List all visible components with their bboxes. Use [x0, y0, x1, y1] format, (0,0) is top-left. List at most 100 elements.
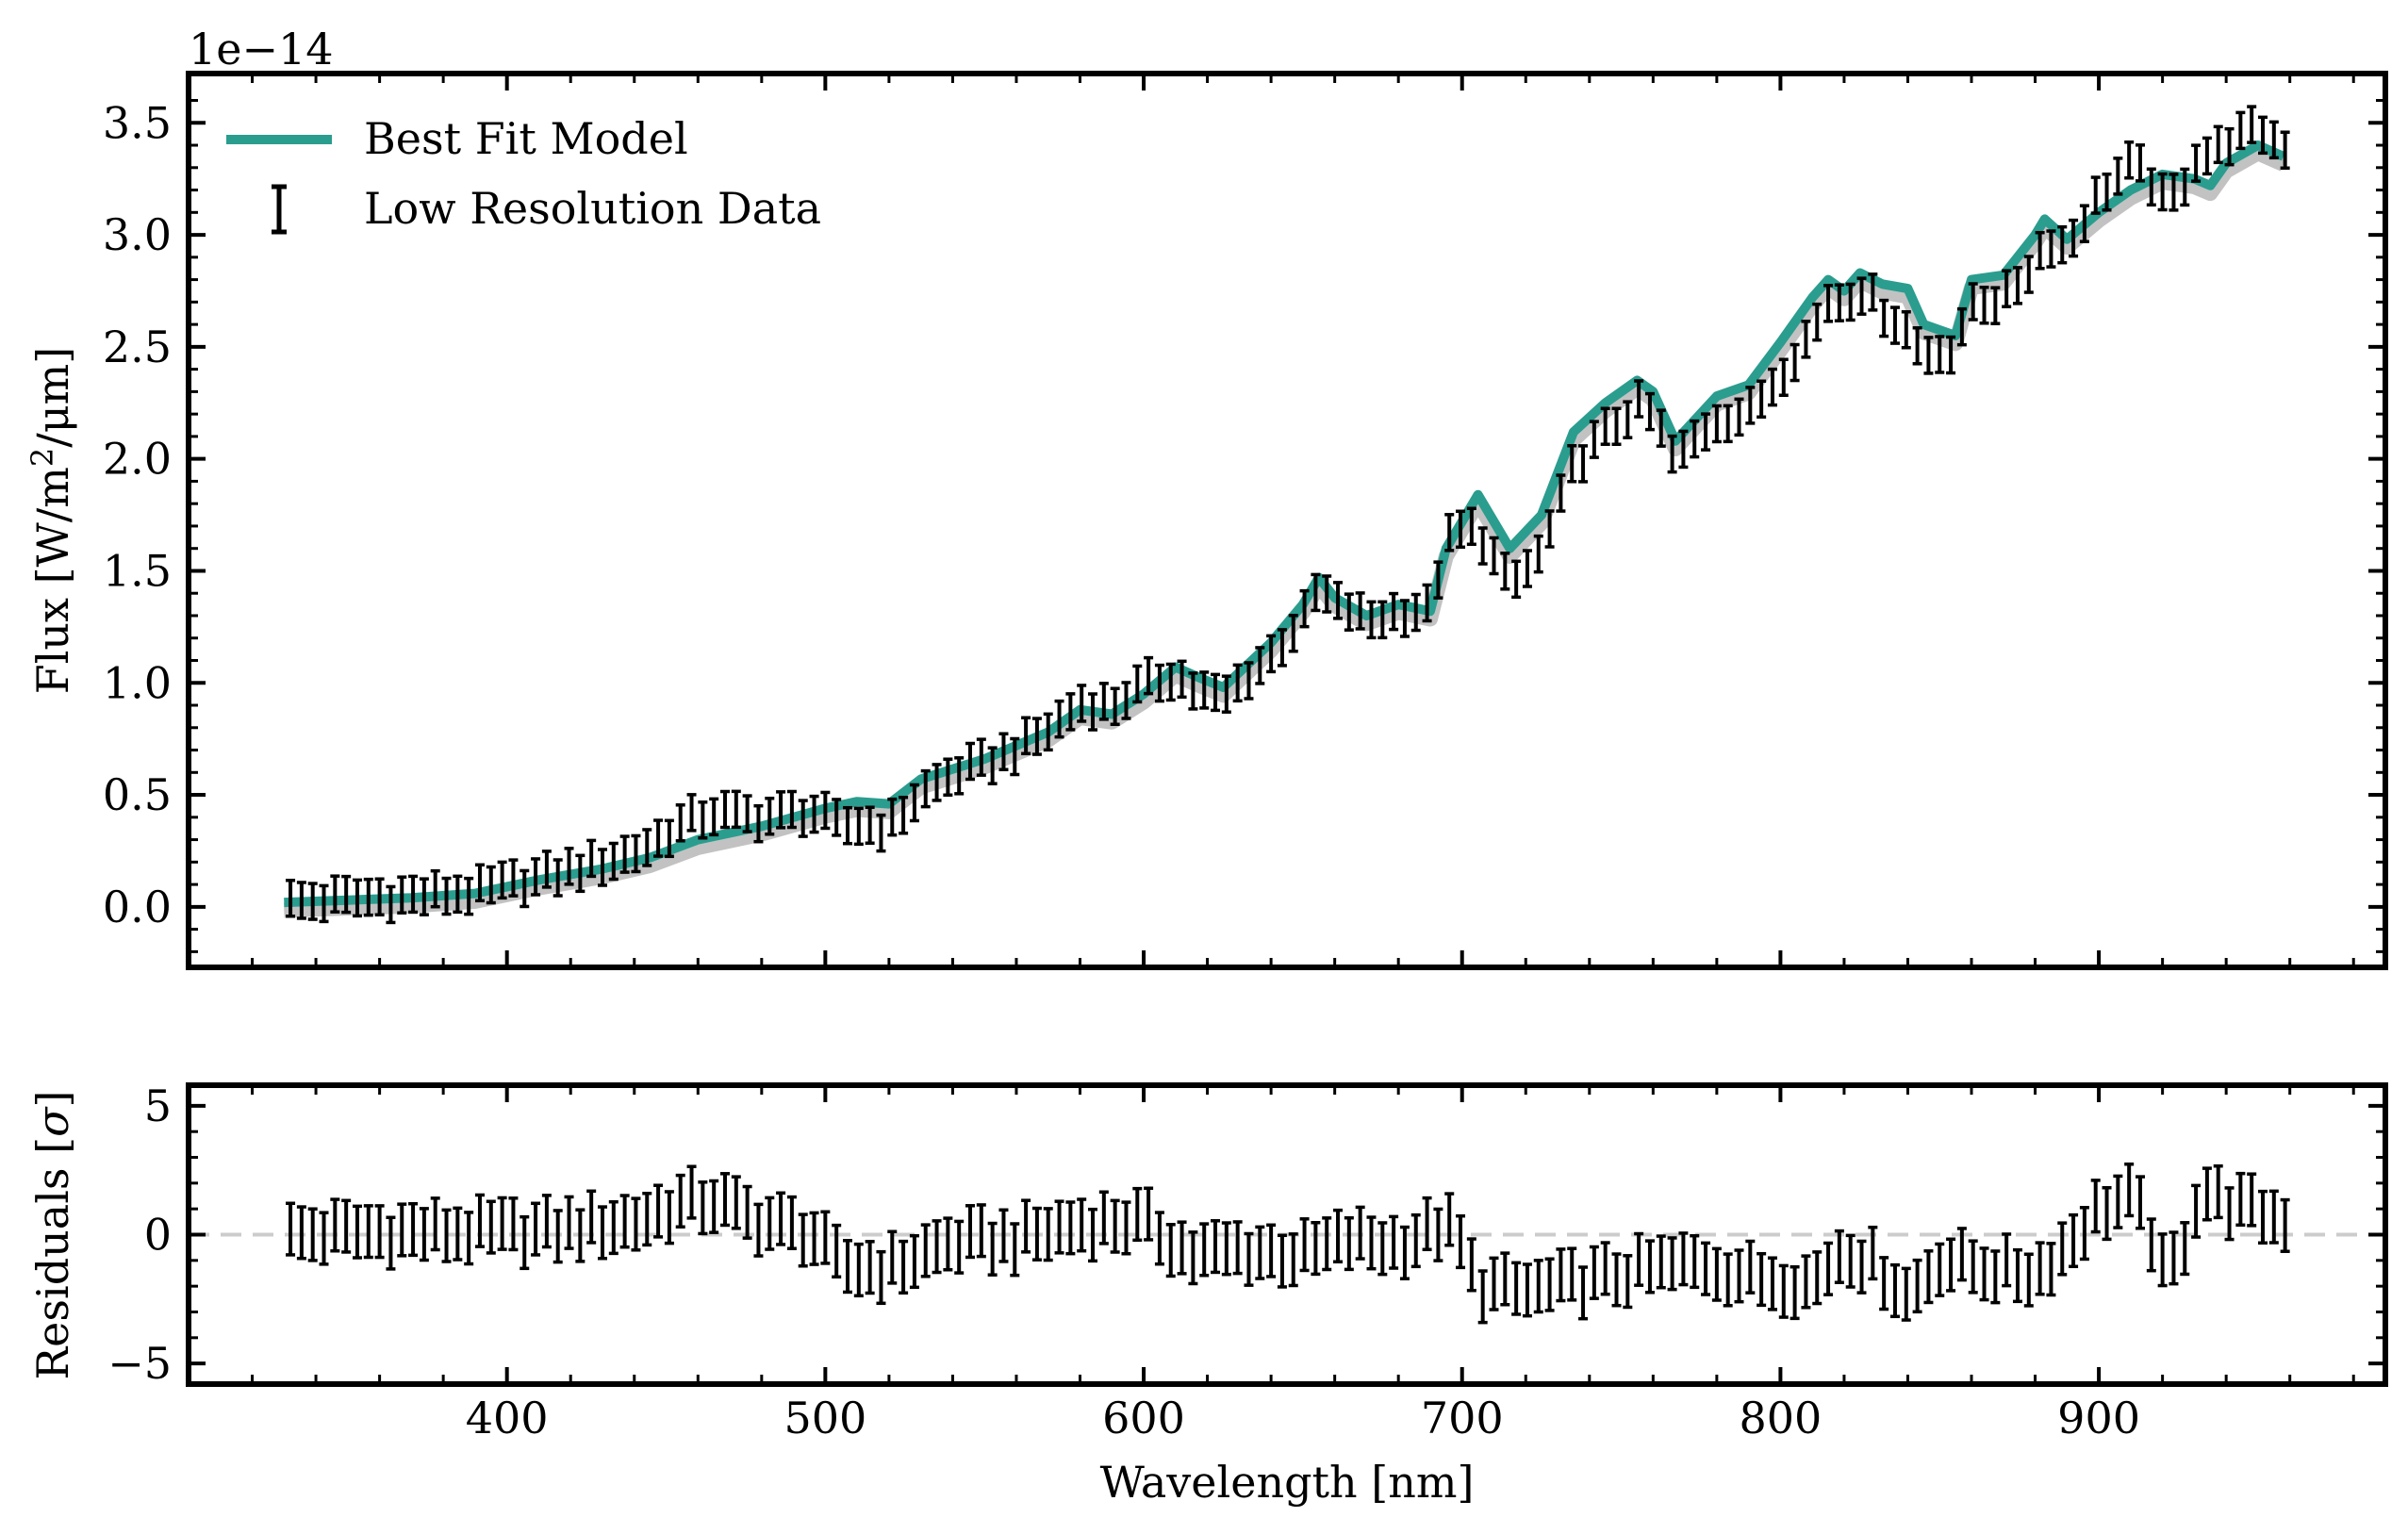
residual-point — [2069, 1212, 2079, 1269]
data-point — [887, 797, 898, 837]
data-point — [865, 805, 875, 845]
residual-point — [976, 1203, 986, 1259]
wavelength-tick-label: 900 — [2057, 1393, 2140, 1443]
data-point — [352, 878, 362, 918]
flux-tick-label: 2.0 — [103, 434, 172, 485]
residual-point — [1255, 1225, 1265, 1280]
wavelength-axis-label: Wavelength [nm] — [1100, 1457, 1475, 1508]
residual-point — [909, 1233, 919, 1290]
data-point — [1188, 671, 1198, 711]
data-point — [1623, 400, 1633, 439]
residual-point — [1010, 1222, 1020, 1278]
data-point — [1377, 600, 1388, 640]
data-point — [1690, 419, 1700, 459]
residual-point — [441, 1208, 452, 1263]
residual-point — [765, 1196, 775, 1251]
residual-point — [341, 1198, 352, 1254]
residual-point — [1968, 1239, 1978, 1295]
flux-tick-label: 2.5 — [103, 322, 172, 372]
data-point — [809, 794, 819, 834]
residual-point — [1211, 1219, 1221, 1275]
data-point — [1923, 336, 1934, 375]
data-point — [1889, 305, 1900, 345]
data-point — [541, 849, 552, 889]
data-point — [1031, 717, 1042, 756]
residual-point — [2057, 1221, 2068, 1277]
residual-point — [1990, 1249, 2001, 1305]
residual-point — [876, 1249, 886, 1306]
data-point — [1912, 326, 1922, 366]
residual-point — [286, 1201, 296, 1257]
data-point — [1277, 628, 1287, 668]
data-point — [531, 857, 541, 897]
data-point — [2235, 110, 2246, 151]
data-point — [386, 884, 396, 925]
data-point — [642, 828, 652, 867]
residual-point — [2023, 1252, 2034, 1308]
data-point — [909, 783, 919, 823]
residual-point — [786, 1195, 797, 1250]
residual-point — [1845, 1233, 1855, 1289]
data-point — [719, 789, 730, 830]
residual-point — [508, 1196, 519, 1252]
residual-point — [1522, 1262, 1532, 1318]
data-point — [1355, 591, 1365, 631]
data-point — [1812, 302, 1822, 342]
residual-point — [1077, 1197, 1087, 1253]
data-point — [464, 876, 474, 916]
residual-point — [1221, 1221, 1231, 1277]
data-point — [853, 806, 864, 847]
residual-point — [2202, 1166, 2212, 1222]
residual-point — [541, 1194, 552, 1249]
residual-point — [1544, 1257, 1555, 1312]
data-point — [1065, 692, 1076, 732]
residual-point — [520, 1214, 530, 1271]
residual-point — [798, 1212, 808, 1268]
residual-point — [1767, 1256, 1777, 1311]
data-point — [374, 877, 385, 917]
data-point — [1979, 285, 1989, 325]
data-point — [453, 874, 463, 915]
data-point — [920, 768, 931, 809]
residual-point — [1634, 1231, 1644, 1287]
data-point — [1723, 404, 1733, 444]
model-sample-band — [284, 145, 2287, 918]
residuals-plot-area — [189, 1163, 2385, 1325]
data-point — [286, 878, 296, 918]
residual-point — [2257, 1189, 2268, 1245]
residual-point — [1623, 1254, 1633, 1310]
residual-point — [1600, 1241, 1610, 1296]
data-point — [742, 794, 752, 833]
data-point — [520, 868, 530, 909]
data-point — [1154, 663, 1164, 703]
residual-point — [2224, 1186, 2235, 1242]
data-point — [553, 858, 563, 898]
data-point — [1021, 716, 1031, 756]
residual-point — [1188, 1230, 1198, 1286]
data-point — [2046, 229, 2056, 269]
residual-point — [1489, 1256, 1499, 1311]
data-point — [2257, 115, 2268, 156]
data-point — [1968, 282, 1978, 322]
data-point — [2169, 173, 2179, 212]
data-point — [2023, 255, 2034, 294]
residual-point — [675, 1173, 685, 1229]
data-point — [1901, 309, 1911, 350]
residual-point — [2035, 1241, 2045, 1296]
residual-point — [1121, 1200, 1131, 1256]
data-point — [1010, 736, 1020, 777]
data-point — [1054, 699, 1064, 739]
data-point — [1578, 444, 1589, 484]
data-point — [2102, 173, 2112, 212]
residual-point — [920, 1223, 931, 1278]
data-point — [1678, 429, 1689, 470]
residual-point — [1656, 1234, 1666, 1290]
residual-point — [564, 1195, 574, 1250]
data-point — [1456, 509, 1466, 550]
data-point — [1701, 412, 1711, 452]
residual-point — [1556, 1247, 1566, 1303]
residual-point — [363, 1204, 373, 1260]
data-point — [1879, 298, 1889, 338]
residual-point — [1422, 1196, 1432, 1252]
spectrum-panel: 0.0 0.5 1.0 1.5 2.0 2.5 3.0 3.5 1e−14 Flux [W/m… — [25, 24, 2388, 970]
